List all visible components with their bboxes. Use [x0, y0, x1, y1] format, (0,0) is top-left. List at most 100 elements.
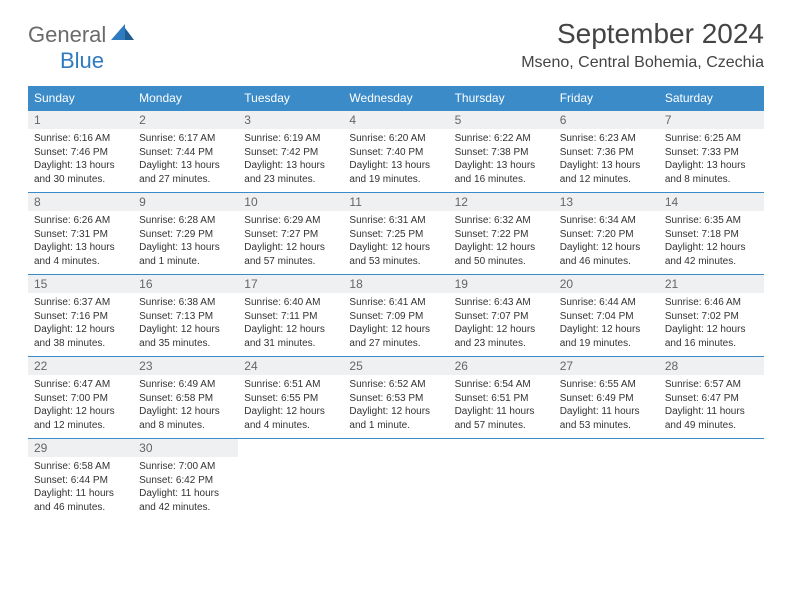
day-cell: 2Sunrise: 6:17 AMSunset: 7:44 PMDaylight…: [133, 111, 238, 192]
header: General Blue September 2024 Mseno, Centr…: [28, 18, 764, 74]
daylight-text: Daylight: 12 hours and 23 minutes.: [455, 323, 548, 350]
day-info: Sunrise: 6:31 AMSunset: 7:25 PMDaylight:…: [349, 214, 442, 268]
day-header-row: Sunday Monday Tuesday Wednesday Thursday…: [28, 86, 764, 110]
daylight-text: Daylight: 13 hours and 4 minutes.: [34, 241, 127, 268]
sunrise-text: Sunrise: 6:46 AM: [665, 296, 758, 310]
day-info: Sunrise: 6:51 AMSunset: 6:55 PMDaylight:…: [244, 378, 337, 432]
sunrise-text: Sunrise: 6:16 AM: [34, 132, 127, 146]
sunset-text: Sunset: 7:31 PM: [34, 228, 127, 242]
day-header: Saturday: [659, 86, 764, 110]
sunset-text: Sunset: 7:25 PM: [349, 228, 442, 242]
day-cell: 22Sunrise: 6:47 AMSunset: 7:00 PMDayligh…: [28, 357, 133, 438]
sunrise-text: Sunrise: 6:28 AM: [139, 214, 232, 228]
daylight-text: Daylight: 12 hours and 53 minutes.: [349, 241, 442, 268]
month-title: September 2024: [521, 18, 764, 50]
day-cell: 18Sunrise: 6:41 AMSunset: 7:09 PMDayligh…: [343, 275, 448, 356]
day-info: Sunrise: 6:43 AMSunset: 7:07 PMDaylight:…: [455, 296, 548, 350]
day-info: Sunrise: 6:40 AMSunset: 7:11 PMDaylight:…: [244, 296, 337, 350]
day-number: 8: [28, 193, 133, 211]
sunrise-text: Sunrise: 6:17 AM: [139, 132, 232, 146]
day-info: Sunrise: 6:54 AMSunset: 6:51 PMDaylight:…: [455, 378, 548, 432]
day-cell: 14 Sunrise: 6:35 AMSunset: 7:18 PMDayligh…: [659, 193, 764, 274]
day-info: Sunrise: 6:29 AMSunset: 7:27 PMDaylight:…: [244, 214, 337, 268]
day-cell: 11Sunrise: 6:31 AMSunset: 7:25 PMDayligh…: [343, 193, 448, 274]
sunrise-text: Sunrise: 6:29 AM: [244, 214, 337, 228]
day-number: 26: [449, 357, 554, 375]
sunrise-text: Sunrise: 6:51 AM: [244, 378, 337, 392]
day-info: Sunrise: 6:35 AMSunset: 7:18 PMDaylight:…: [665, 214, 758, 268]
daylight-text: Daylight: 11 hours and 46 minutes.: [34, 487, 127, 514]
day-info: Sunrise: 6:34 AMSunset: 7:20 PMDaylight:…: [560, 214, 653, 268]
day-info: Sunrise: 6:16 AMSunset: 7:46 PMDaylight:…: [34, 132, 127, 186]
sunrise-text: Sunrise: 6:31 AM: [349, 214, 442, 228]
sunrise-text: Sunrise: 6:57 AM: [665, 378, 758, 392]
week-row: 22Sunrise: 6:47 AMSunset: 7:00 PMDayligh…: [28, 356, 764, 438]
daylight-text: Daylight: 12 hours and 50 minutes.: [455, 241, 548, 268]
day-number: 6: [554, 111, 659, 129]
sunset-text: Sunset: 6:44 PM: [34, 474, 127, 488]
sunrise-text: Sunrise: 6:54 AM: [455, 378, 548, 392]
sunset-text: Sunset: 6:49 PM: [560, 392, 653, 406]
day-header: Wednesday: [343, 86, 448, 110]
day-info: Sunrise: 6:49 AMSunset: 6:58 PMDaylight:…: [139, 378, 232, 432]
day-cell: 4Sunrise: 6:20 AMSunset: 7:40 PMDaylight…: [343, 111, 448, 192]
day-info: Sunrise: 6:55 AMSunset: 6:49 PMDaylight:…: [560, 378, 653, 432]
day-number: 3: [238, 111, 343, 129]
sunset-text: Sunset: 7:07 PM: [455, 310, 548, 324]
empty-cell: [659, 439, 764, 520]
sunrise-text: Sunrise: 7:00 AM: [139, 460, 232, 474]
brand-part1: General: [28, 22, 106, 47]
day-cell: 27Sunrise: 6:55 AMSunset: 6:49 PMDayligh…: [554, 357, 659, 438]
daylight-text: Daylight: 13 hours and 12 minutes.: [560, 159, 653, 186]
day-cell: 29Sunrise: 6:58 AMSunset: 6:44 PMDayligh…: [28, 439, 133, 520]
day-number: 23: [133, 357, 238, 375]
day-info: Sunrise: 6:52 AMSunset: 6:53 PMDaylight:…: [349, 378, 442, 432]
day-number: 22: [28, 357, 133, 375]
day-number: 9: [133, 193, 238, 211]
day-cell: 20Sunrise: 6:44 AMSunset: 7:04 PMDayligh…: [554, 275, 659, 356]
day-cell: 13Sunrise: 6:34 AMSunset: 7:20 PMDayligh…: [554, 193, 659, 274]
day-info: Sunrise: 6:38 AMSunset: 7:13 PMDaylight:…: [139, 296, 232, 350]
day-info: Sunrise: 6:19 AMSunset: 7:42 PMDaylight:…: [244, 132, 337, 186]
day-number: 16: [133, 275, 238, 293]
daylight-text: Daylight: 13 hours and 30 minutes.: [34, 159, 127, 186]
day-number: 24: [238, 357, 343, 375]
day-info: Sunrise: 6:57 AMSunset: 6:47 PMDaylight:…: [665, 378, 758, 432]
day-cell: 7Sunrise: 6:25 AMSunset: 7:33 PMDaylight…: [659, 111, 764, 192]
daylight-text: Daylight: 12 hours and 35 minutes.: [139, 323, 232, 350]
sunrise-text: Sunrise: 6:44 AM: [560, 296, 653, 310]
daylight-text: Daylight: 13 hours and 1 minute.: [139, 241, 232, 268]
day-info: Sunrise: 7:00 AMSunset: 6:42 PMDaylight:…: [139, 460, 232, 514]
day-header: Thursday: [449, 86, 554, 110]
daylight-text: Daylight: 12 hours and 4 minutes.: [244, 405, 337, 432]
daylight-text: Daylight: 12 hours and 19 minutes.: [560, 323, 653, 350]
week-row: 15Sunrise: 6:37 AMSunset: 7:16 PMDayligh…: [28, 274, 764, 356]
day-number: 4: [343, 111, 448, 129]
day-number: 14: [659, 193, 764, 211]
sunrise-text: Sunrise: 6:35 AM: [665, 214, 758, 228]
sunset-text: Sunset: 7:11 PM: [244, 310, 337, 324]
brand-part2: Blue: [60, 48, 104, 73]
empty-cell: [449, 439, 554, 520]
sunset-text: Sunset: 7:13 PM: [139, 310, 232, 324]
day-cell: 6Sunrise: 6:23 AMSunset: 7:36 PMDaylight…: [554, 111, 659, 192]
week-row: 8Sunrise: 6:26 AMSunset: 7:31 PMDaylight…: [28, 192, 764, 274]
day-cell: 16 Sunrise: 6:38 AMSunset: 7:13 PMDayligh…: [133, 275, 238, 356]
location: Mseno, Central Bohemia, Czechia: [521, 54, 764, 72]
sunrise-text: Sunrise: 6:20 AM: [349, 132, 442, 146]
day-cell: 9Sunrise: 6:28 AMSunset: 7:29 PMDaylight…: [133, 193, 238, 274]
day-info: Sunrise: 6:25 AMSunset: 7:33 PMDaylight:…: [665, 132, 758, 186]
sunrise-text: Sunrise: 6:40 AM: [244, 296, 337, 310]
sunset-text: Sunset: 6:55 PM: [244, 392, 337, 406]
sunset-text: Sunset: 6:47 PM: [665, 392, 758, 406]
empty-cell: [238, 439, 343, 520]
sunset-text: Sunset: 7:40 PM: [349, 146, 442, 160]
sunset-text: Sunset: 7:33 PM: [665, 146, 758, 160]
week-row: 29Sunrise: 6:58 AMSunset: 6:44 PMDayligh…: [28, 438, 764, 520]
daylight-text: Daylight: 12 hours and 31 minutes.: [244, 323, 337, 350]
page: General Blue September 2024 Mseno, Centr…: [0, 0, 792, 530]
daylight-text: Daylight: 12 hours and 57 minutes.: [244, 241, 337, 268]
day-info: Sunrise: 6:46 AMSunset: 7:02 PMDaylight:…: [665, 296, 758, 350]
daylight-text: Daylight: 11 hours and 42 minutes.: [139, 487, 232, 514]
daylight-text: Daylight: 12 hours and 27 minutes.: [349, 323, 442, 350]
